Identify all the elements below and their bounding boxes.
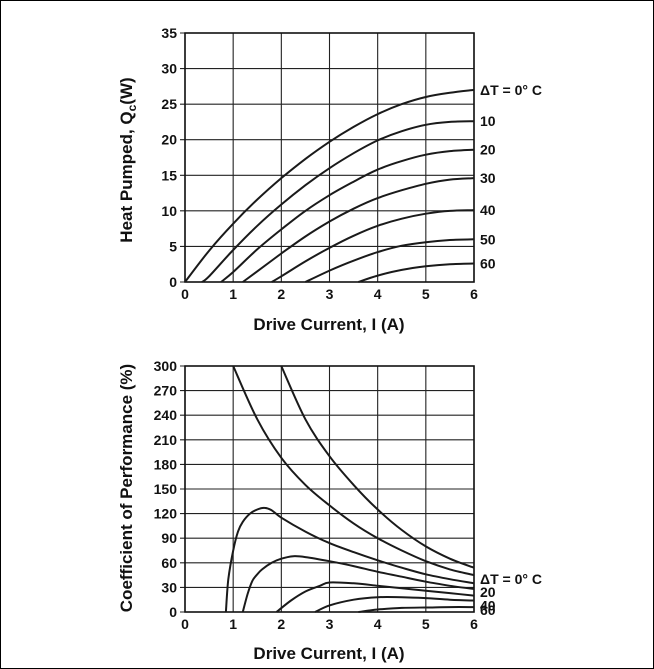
heat-pumped-x-ticks: 0 1 2 3 4 5 6 xyxy=(181,286,478,302)
curve-label: 20 xyxy=(480,142,496,158)
heat-pumped-curve-labels: ΔT = 0° C 10 20 30 40 50 60 xyxy=(480,82,542,272)
y-title-main: Heat Pumped, Q xyxy=(117,111,136,242)
y-tick-label: 25 xyxy=(161,96,177,112)
y-tick-label: 60 xyxy=(161,555,177,571)
curve-label: 40 xyxy=(480,202,496,218)
y-tick-label: 20 xyxy=(161,132,177,148)
plot-frame xyxy=(184,365,475,613)
y-tick-label: 120 xyxy=(154,506,178,522)
series-line-6 xyxy=(358,606,475,613)
cop-curves xyxy=(224,365,475,613)
x-tick-label: 2 xyxy=(277,286,285,302)
x-tick-label: 5 xyxy=(422,286,430,302)
series-line-0 xyxy=(184,88,475,283)
cop-x-ticks: 0 1 2 3 4 5 6 xyxy=(181,616,478,632)
y-tick-label: 15 xyxy=(161,167,177,183)
y-tick-label: 210 xyxy=(154,432,178,448)
heat-pumped-chart: 0 1 2 3 4 5 6 0 5 10 15 20 25 30 35 ΔT = 0° C 10 20 30 40… xyxy=(117,25,542,334)
x-tick-label: 3 xyxy=(326,286,334,302)
x-tick-label: 0 xyxy=(181,616,189,632)
curve-label: ΔT = 0° C xyxy=(480,571,542,587)
x-tick-label: 3 xyxy=(326,616,334,632)
y-tick-label: 270 xyxy=(154,383,178,399)
y-tick-label: 30 xyxy=(161,579,177,595)
y-tick-label: 0 xyxy=(169,274,177,290)
plot-frame xyxy=(184,32,475,283)
heat-pumped-y-ticks: 0 5 10 15 20 25 30 35 xyxy=(161,25,177,290)
series-line-3 xyxy=(242,177,475,283)
x-tick-label: 1 xyxy=(229,286,237,302)
cop-y-ticks: 0 30 60 90 120 150 180 210 240 270 300 xyxy=(154,358,178,620)
series-line-5 xyxy=(314,595,475,613)
x-tick-label: 4 xyxy=(374,616,382,632)
curve-label: 60 xyxy=(480,602,496,618)
y-tick-label: 180 xyxy=(154,456,178,472)
heat-pumped-grid xyxy=(180,32,475,283)
series-line-5 xyxy=(304,238,475,283)
series-line-4 xyxy=(275,581,475,613)
cop-grid xyxy=(180,365,475,613)
series-line-0 xyxy=(280,365,475,569)
curve-label: 10 xyxy=(480,113,496,129)
y-tick-label: 150 xyxy=(154,481,178,497)
y-tick-label: 35 xyxy=(161,25,177,41)
y-tick-label: 0 xyxy=(169,604,177,620)
y-tick-label: 300 xyxy=(154,358,178,374)
heat-pumped-x-axis-title: Drive Current, I (A) xyxy=(253,315,404,334)
y-tick-label: 90 xyxy=(161,530,177,546)
series-line-2 xyxy=(220,148,475,283)
y-tick-label: 30 xyxy=(161,61,177,77)
curve-label: 20 xyxy=(480,584,496,600)
series-line-1 xyxy=(201,120,475,283)
y-tick-label: 10 xyxy=(161,203,177,219)
series-line-1 xyxy=(232,365,475,577)
series-line-4 xyxy=(271,209,475,283)
curve-label: ΔT = 0° C xyxy=(480,82,542,98)
cop-x-axis-title: Drive Current, I (A) xyxy=(253,644,404,663)
y-tick-label: 240 xyxy=(154,407,178,423)
cop-chart: 0 1 2 3 4 5 6 0 30 60 90 120 150 180 210 240 270 300 ΔT … xyxy=(117,358,542,663)
curve-label: 50 xyxy=(480,231,496,247)
curve-label: 30 xyxy=(480,170,496,186)
curve-label: 40 xyxy=(480,598,496,614)
x-tick-label: 4 xyxy=(374,286,382,302)
x-tick-label: 1 xyxy=(229,616,237,632)
series-line-2 xyxy=(224,506,475,613)
series-line-3 xyxy=(241,555,475,613)
heat-pumped-curves xyxy=(184,88,475,283)
cop-y-axis-title: Coefficient of Performance (%) xyxy=(117,364,136,612)
x-tick-label: 6 xyxy=(470,286,478,302)
x-tick-label: 2 xyxy=(277,616,285,632)
x-tick-label: 6 xyxy=(470,616,478,632)
y-title-unit: (W) xyxy=(117,77,136,104)
y-title-subscript: c xyxy=(125,104,139,111)
series-line-6 xyxy=(358,262,475,283)
curve-label: 60 xyxy=(480,256,496,272)
x-tick-label: 0 xyxy=(181,286,189,302)
y-tick-label: 5 xyxy=(169,238,177,254)
heat-pumped-y-axis-title: Heat Pumped, Qc(W) xyxy=(117,77,139,242)
x-tick-label: 5 xyxy=(422,616,430,632)
